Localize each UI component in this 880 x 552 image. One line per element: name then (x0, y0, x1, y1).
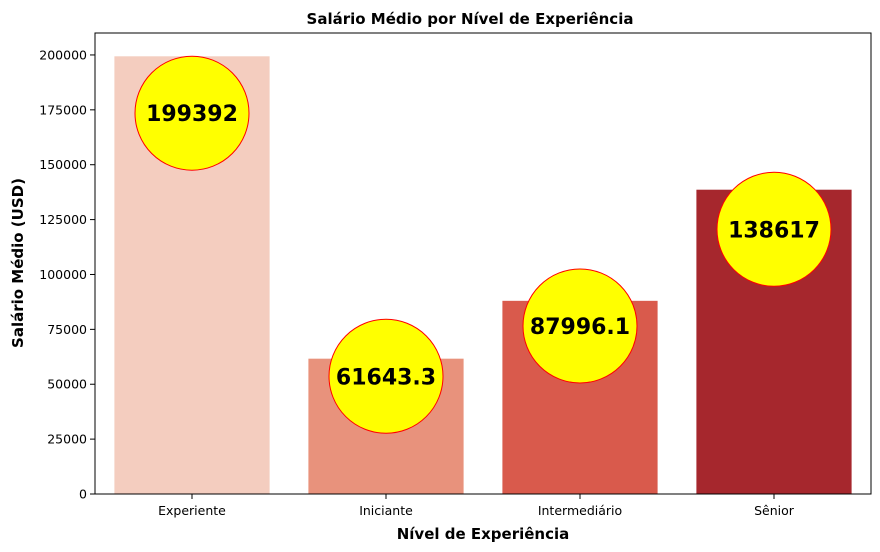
value-label: 61643.3 (336, 365, 436, 390)
x-tick-label: Iniciante (359, 503, 413, 518)
value-bubble (522, 268, 638, 384)
y-tick-label: 150000 (39, 157, 87, 172)
value-label: 138617 (728, 218, 820, 243)
value-bubble (134, 55, 250, 171)
y-tick-label: 125000 (39, 212, 87, 227)
x-tick-label: Sênior (754, 503, 795, 518)
value-label: 87996.1 (530, 315, 630, 340)
value-bubble (328, 318, 444, 434)
y-tick-label: 0 (79, 487, 87, 502)
value-bubble (716, 171, 832, 287)
value-label: 199392 (146, 102, 238, 127)
y-tick-label: 200000 (39, 47, 87, 62)
y-tick-label: 100000 (39, 267, 87, 282)
y-tick-label: 25000 (47, 432, 87, 447)
y-tick-label: 175000 (39, 102, 87, 117)
plot-frame (94, 32, 872, 495)
x-tick-label: Experiente (158, 503, 226, 518)
chart-title: Salário Médio por Nível de Experiência (307, 10, 634, 28)
y-axis-label: Salário Médio (USD) (9, 178, 27, 348)
x-tick-label: Intermediário (538, 503, 622, 518)
x-axis-label: Nível de Experiência (397, 525, 570, 543)
y-tick-label: 50000 (47, 377, 87, 392)
y-tick-label: 75000 (47, 322, 87, 337)
plot-area: 0 25000 50000 75000 100000 125000 150000 175000… (39, 32, 872, 518)
